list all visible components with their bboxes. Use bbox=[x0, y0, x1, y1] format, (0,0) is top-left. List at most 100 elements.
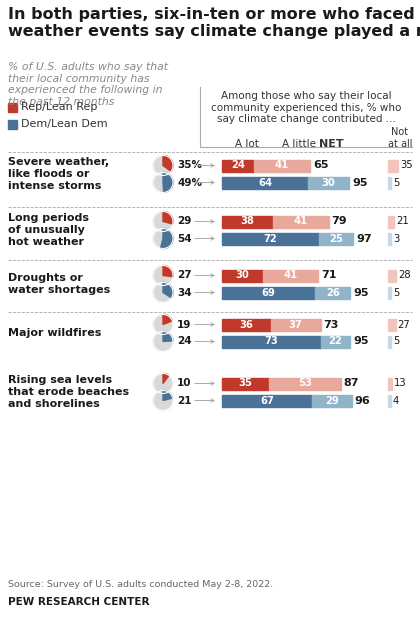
Text: 95: 95 bbox=[353, 336, 369, 347]
Text: 22: 22 bbox=[328, 336, 342, 347]
Text: 38: 38 bbox=[241, 217, 255, 226]
Bar bbox=[222, 378, 269, 389]
Wedge shape bbox=[163, 373, 169, 384]
Text: 73: 73 bbox=[265, 336, 278, 347]
Text: 69: 69 bbox=[262, 288, 276, 297]
Text: 95: 95 bbox=[353, 288, 369, 297]
Bar bbox=[388, 336, 391, 347]
Text: 64: 64 bbox=[258, 178, 272, 188]
Text: 96: 96 bbox=[354, 395, 370, 405]
Circle shape bbox=[153, 212, 173, 231]
Text: 65: 65 bbox=[313, 160, 328, 170]
Text: 19: 19 bbox=[177, 320, 192, 329]
Text: 29: 29 bbox=[325, 395, 339, 405]
Bar bbox=[273, 215, 329, 228]
Bar bbox=[388, 318, 396, 331]
Text: Rep/Lean Rep: Rep/Lean Rep bbox=[21, 102, 97, 112]
Text: 30: 30 bbox=[322, 178, 336, 188]
Bar bbox=[270, 318, 320, 331]
Text: 27: 27 bbox=[398, 320, 410, 329]
Text: 41: 41 bbox=[283, 270, 297, 281]
Wedge shape bbox=[160, 228, 173, 249]
Bar bbox=[269, 378, 341, 389]
Text: 24: 24 bbox=[177, 336, 192, 347]
Text: 27: 27 bbox=[177, 270, 192, 281]
Text: 21: 21 bbox=[177, 395, 192, 405]
Text: 67: 67 bbox=[260, 395, 274, 405]
Text: 5: 5 bbox=[393, 336, 399, 347]
Text: 54: 54 bbox=[177, 233, 192, 244]
Text: 3: 3 bbox=[393, 233, 399, 244]
Bar bbox=[222, 394, 312, 407]
Text: 4: 4 bbox=[393, 395, 399, 405]
Bar bbox=[388, 215, 394, 228]
Text: In both parties, six-in-ten or more who faced certain
weather events say climate: In both parties, six-in-ten or more who … bbox=[8, 7, 420, 39]
Text: 28: 28 bbox=[398, 270, 410, 281]
Bar bbox=[388, 270, 396, 281]
Bar bbox=[222, 160, 255, 172]
Text: 10: 10 bbox=[177, 378, 192, 389]
Text: Major wildfires: Major wildfires bbox=[8, 328, 101, 338]
Text: Not
at all: Not at all bbox=[388, 127, 412, 149]
Circle shape bbox=[153, 283, 173, 302]
Circle shape bbox=[153, 331, 173, 352]
Text: 13: 13 bbox=[394, 378, 406, 389]
Text: Among those who say their local
community experienced this, % who
say climate ch: Among those who say their local communit… bbox=[211, 91, 401, 124]
Text: 21: 21 bbox=[396, 217, 409, 226]
Bar bbox=[388, 394, 391, 407]
Bar bbox=[222, 176, 308, 189]
Text: Severe weather,
like floods or
intense storms: Severe weather, like floods or intense s… bbox=[8, 157, 109, 191]
Text: 26: 26 bbox=[326, 288, 340, 297]
Text: 35: 35 bbox=[400, 160, 412, 170]
Text: 53: 53 bbox=[298, 378, 312, 389]
Text: 37: 37 bbox=[289, 320, 302, 329]
Circle shape bbox=[153, 155, 173, 175]
Bar bbox=[8, 120, 17, 128]
Text: PEW RESEARCH CENTER: PEW RESEARCH CENTER bbox=[8, 597, 150, 607]
Text: 29: 29 bbox=[177, 217, 192, 226]
Text: 35%: 35% bbox=[177, 160, 202, 170]
Text: 41: 41 bbox=[294, 217, 308, 226]
Text: Source: Survey of U.S. adults conducted May 2-8, 2022.: Source: Survey of U.S. adults conducted … bbox=[8, 580, 273, 589]
Bar bbox=[255, 160, 310, 172]
Text: 71: 71 bbox=[321, 270, 336, 281]
Text: Long periods
of unusually
hot weather: Long periods of unusually hot weather bbox=[8, 213, 89, 247]
Bar bbox=[388, 378, 391, 389]
Wedge shape bbox=[163, 283, 173, 298]
Text: 36: 36 bbox=[239, 320, 253, 329]
Wedge shape bbox=[163, 173, 173, 193]
Circle shape bbox=[153, 315, 173, 334]
Text: A lot: A lot bbox=[235, 139, 259, 149]
Circle shape bbox=[153, 373, 173, 394]
Bar bbox=[315, 286, 350, 299]
Bar bbox=[388, 286, 391, 299]
Bar bbox=[319, 233, 353, 244]
Text: 79: 79 bbox=[332, 217, 347, 226]
Bar bbox=[222, 270, 262, 281]
Bar bbox=[222, 215, 273, 228]
Bar bbox=[8, 102, 17, 112]
Bar bbox=[388, 233, 391, 244]
Wedge shape bbox=[163, 212, 173, 224]
Circle shape bbox=[153, 173, 173, 193]
Text: Dem/Lean Dem: Dem/Lean Dem bbox=[21, 119, 108, 129]
Bar bbox=[308, 176, 349, 189]
Text: 24: 24 bbox=[231, 160, 245, 170]
Text: 87: 87 bbox=[344, 378, 359, 389]
Wedge shape bbox=[163, 265, 173, 277]
Bar bbox=[320, 336, 350, 347]
Text: NET: NET bbox=[319, 139, 343, 149]
Circle shape bbox=[153, 265, 173, 286]
Text: Rising sea levels
that erode beaches
and shorelines: Rising sea levels that erode beaches and… bbox=[8, 375, 129, 408]
Text: A little: A little bbox=[282, 139, 316, 149]
Bar bbox=[388, 160, 398, 172]
Text: 25: 25 bbox=[329, 233, 343, 244]
Wedge shape bbox=[163, 391, 173, 400]
Text: 95: 95 bbox=[352, 178, 368, 188]
Bar bbox=[222, 318, 270, 331]
Text: 41: 41 bbox=[275, 160, 289, 170]
Bar bbox=[312, 394, 352, 407]
Bar bbox=[262, 270, 318, 281]
Text: 73: 73 bbox=[323, 320, 339, 329]
Bar bbox=[222, 286, 315, 299]
